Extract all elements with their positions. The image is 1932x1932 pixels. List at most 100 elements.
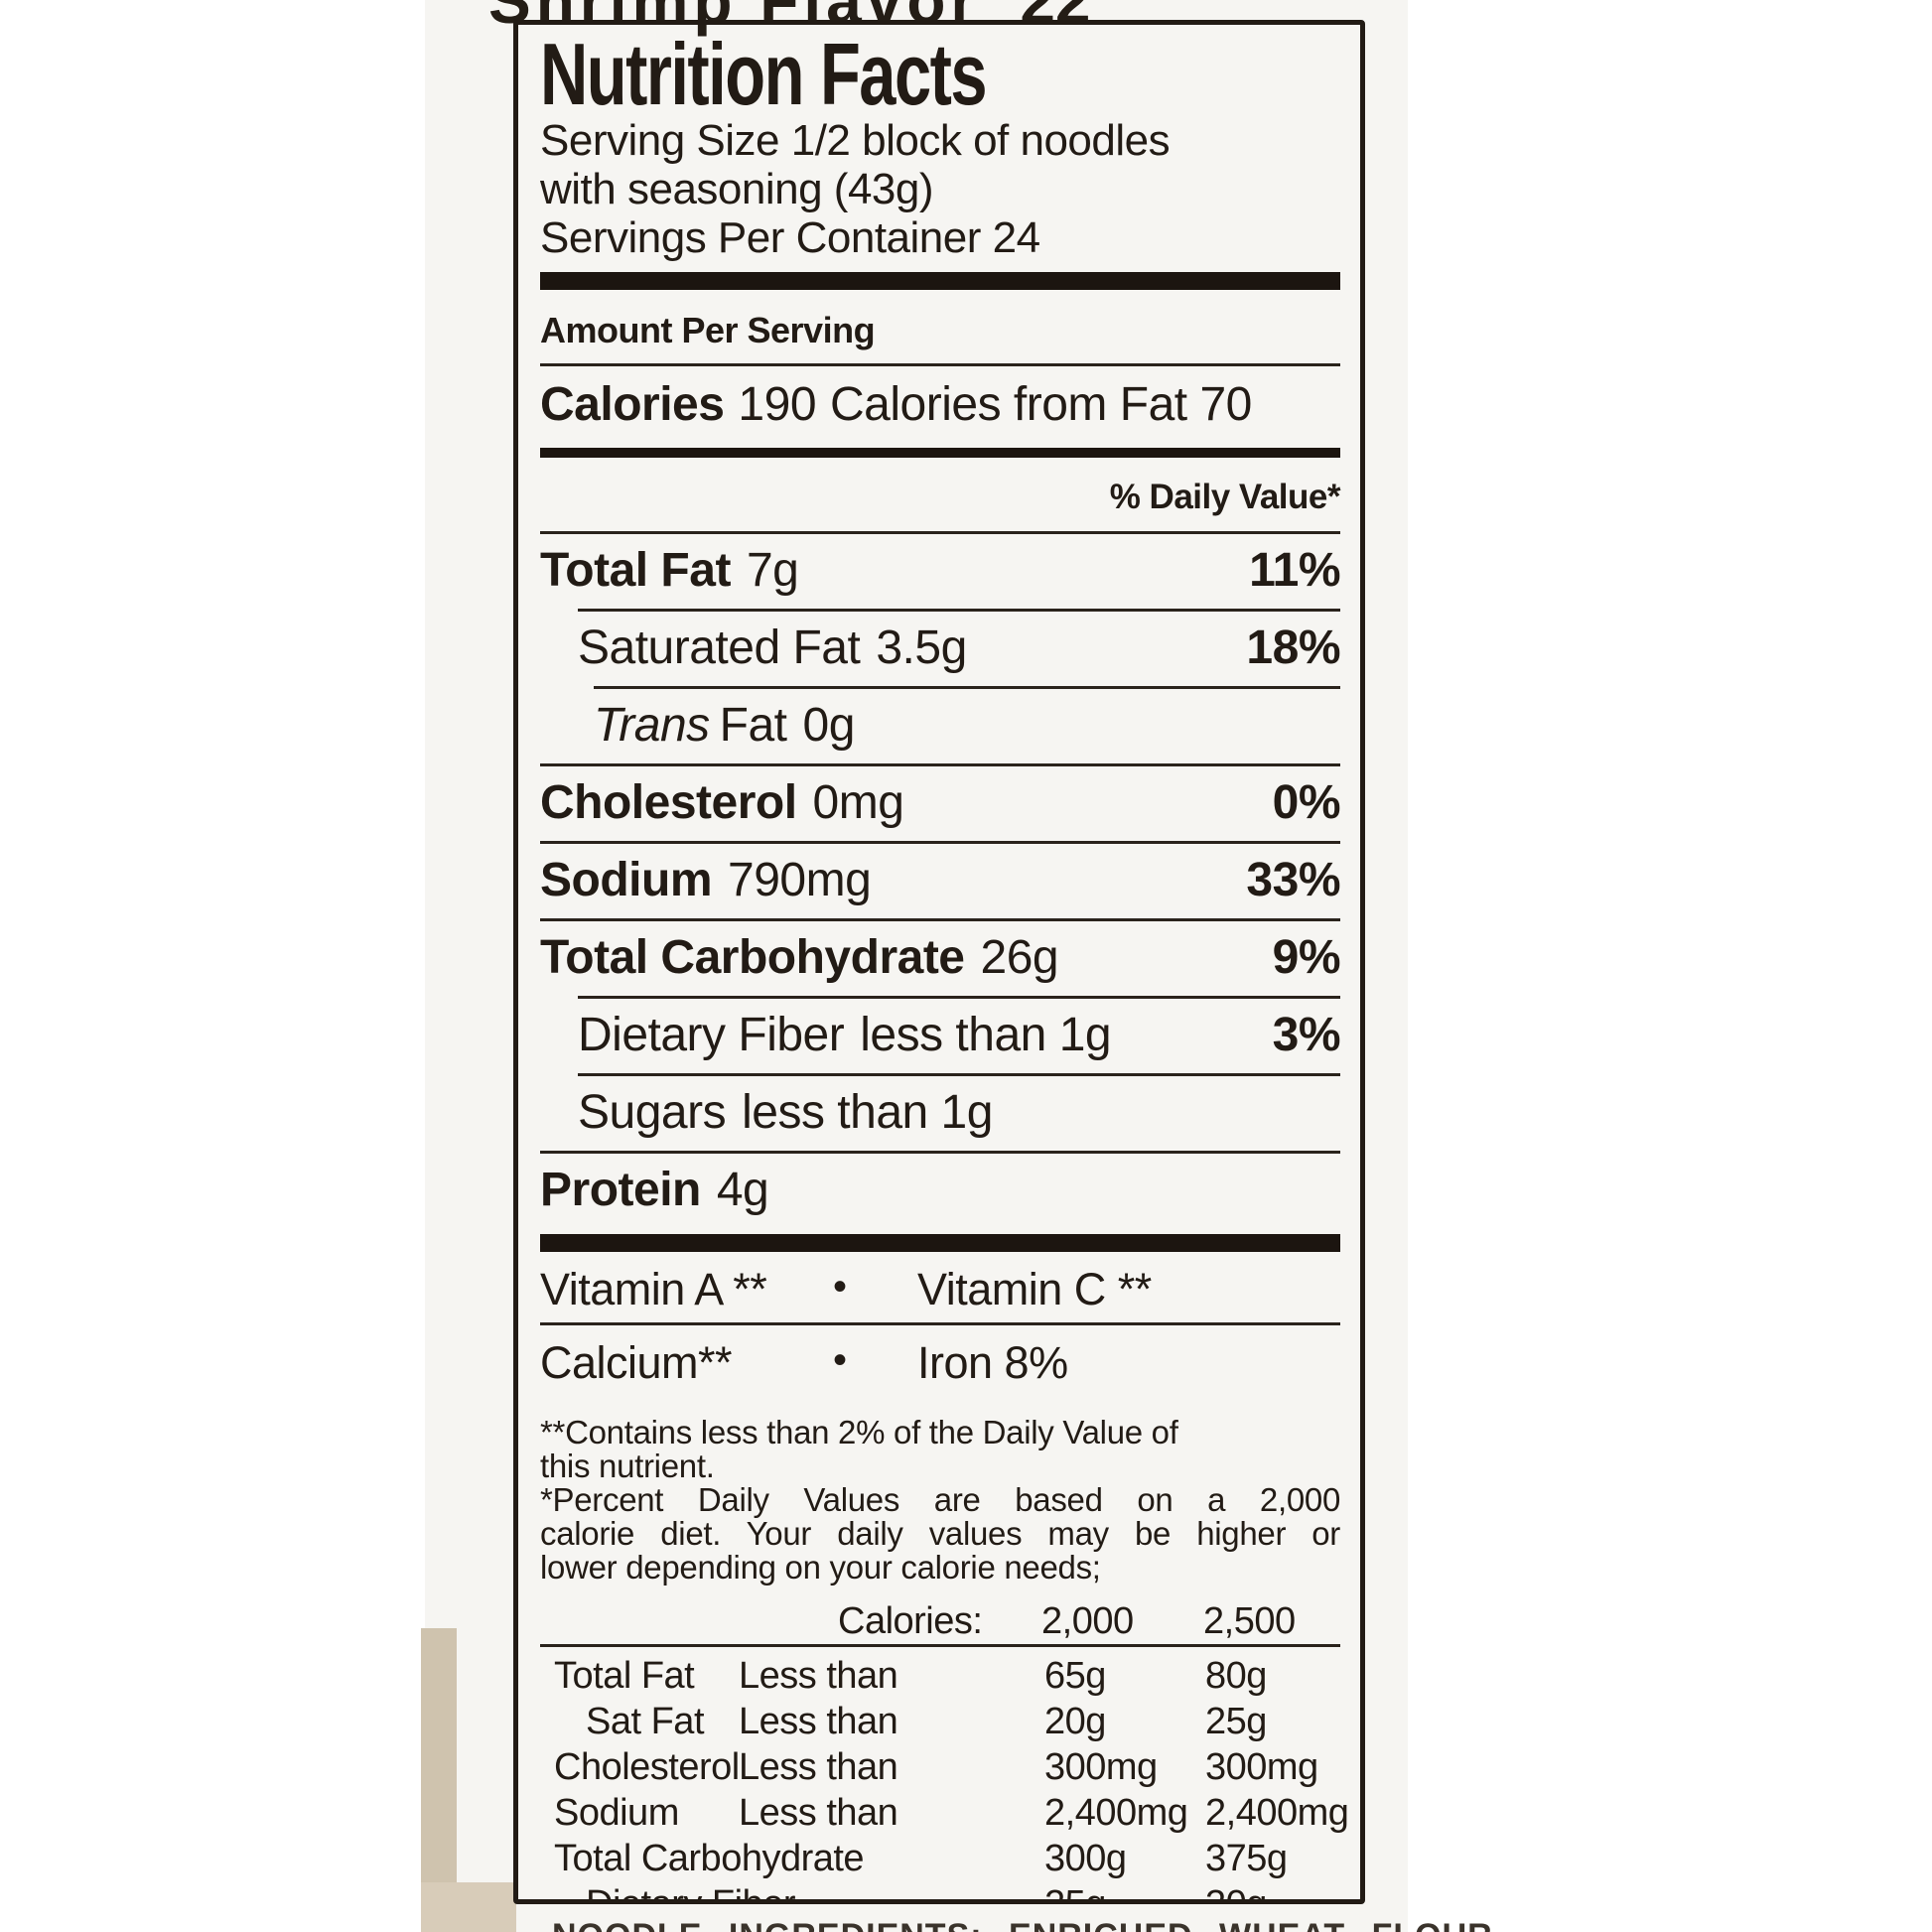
thick-separator-bar — [540, 1234, 1340, 1252]
nutrient-name: Fat — [719, 699, 787, 752]
vitamin-row-1: Vitamin A ** • Vitamin C ** — [540, 1252, 1340, 1322]
nutrient-row-dietary-fiber: Dietary Fiber less than 1g 3% — [540, 999, 1341, 1073]
dv-row-2000-value: 20g — [1044, 1701, 1106, 1742]
ingredients-text-cutoff: NOODLE INGREDIENTS: ENRICHED WHEAT FLOUR — [552, 1917, 1493, 1932]
hairline — [578, 609, 1340, 612]
nutrient-name: Total Carbohydrate — [540, 931, 965, 984]
nutrition-facts-panel: Nutrition Facts Serving Size 1/2 block o… — [513, 20, 1365, 1904]
nutrient-amount: 26g — [980, 931, 1059, 984]
dv-row-2000-value: 300mg — [1044, 1746, 1158, 1788]
nutrient-name: Dietary Fiber — [578, 1009, 845, 1061]
hairline — [578, 1073, 1340, 1076]
panel-title-text: Nutrition Facts — [540, 25, 988, 123]
hairline — [594, 686, 1340, 689]
vitamin-row-2: Calcium** • Iron 8% — [540, 1325, 1340, 1396]
dv-row-2000-value: 2,400mg — [1044, 1792, 1188, 1834]
nutrient-amount: less than 1g — [860, 1009, 1112, 1061]
nutrient-name: Cholesterol — [540, 776, 797, 829]
nutrient-dv: 9% — [1272, 931, 1341, 984]
iron-value: Iron 8% — [917, 1337, 1068, 1388]
nutrient-dv: 3% — [1272, 1009, 1341, 1061]
nutrient-dv: 33% — [1246, 854, 1340, 906]
dv-row-qualifier: Less than — [739, 1746, 898, 1788]
footnote-block: **Contains less than 2% of the Daily Val… — [540, 1416, 1340, 1585]
vitamin-a-value: Vitamin A ** — [540, 1264, 767, 1314]
footnote-line: *Percent Daily Values are based on a 2,0… — [540, 1481, 1340, 1518]
dv-row-2500-value: 300mg — [1205, 1746, 1318, 1788]
dv-row-2000-value: 25g — [1044, 1883, 1106, 1904]
hairline — [540, 1151, 1340, 1154]
dv-table-header: Calories: 2,000 2,500 — [540, 1600, 1340, 1644]
calories-label: Calories — [540, 378, 725, 431]
nutrient-name: Total Fat — [540, 544, 731, 597]
nutrient-row-saturated-fat: Saturated Fat 3.5g 18% — [540, 612, 1340, 686]
dv-table-row-total-carbohydrate: Total Carbohydrate 300g 375g — [540, 1836, 1340, 1881]
nutrient-row-sodium: Sodium 790mg 33% — [540, 844, 1340, 918]
nutrient-dv: 0% — [1272, 776, 1341, 829]
nutrient-name: Saturated Fat — [578, 621, 861, 674]
dv-row-2500-value: 30g — [1205, 1883, 1267, 1904]
flavor-text-fragment: 22 — [1020, 0, 1091, 37]
amount-per-serving-label: Amount Per Serving — [540, 310, 876, 350]
dv-row-2500-value: 375g — [1205, 1838, 1288, 1879]
nutrient-row-cholesterol: Cholesterol 0mg 0% — [540, 766, 1341, 841]
daily-value-header: % Daily Value* — [1109, 478, 1341, 516]
daily-values-table: Calories: 2,000 2,500 Total Fat Less tha… — [540, 1600, 1349, 1904]
nutrient-amount: 0g — [802, 699, 856, 752]
medium-separator-bar — [540, 448, 1340, 458]
nutrient-dv: 18% — [1246, 621, 1340, 674]
backdrop-strip — [421, 1628, 457, 1932]
bullet-separator: • — [833, 1265, 847, 1309]
serving-size-line2: with seasoning (43g) — [540, 165, 934, 213]
dv-row-qualifier: Less than — [739, 1792, 898, 1834]
nutrient-amount: 7g — [746, 544, 799, 597]
nutrient-amount: 790mg — [728, 854, 872, 906]
hairline — [540, 1322, 1340, 1325]
nutrient-row-total-fat: Total Fat 7g 11% — [540, 534, 1340, 609]
nutrient-dv: 11% — [1249, 544, 1340, 597]
footnote-line: this nutrient. — [540, 1448, 715, 1484]
dv-row-qualifier: Less than — [739, 1701, 898, 1742]
dv-row-2500-value: 80g — [1205, 1655, 1267, 1697]
serving-size-line1: Serving Size 1/2 block of noodles — [540, 116, 1171, 165]
bullet-separator: • — [833, 1338, 847, 1382]
package-background — [425, 0, 1408, 1932]
nutrient-row-protein: Protein 4g — [540, 1154, 1340, 1228]
dv-row-name: Dietary Fiber — [586, 1883, 796, 1904]
hairline — [578, 996, 1340, 999]
dv-row-2500-value: 25g — [1205, 1701, 1267, 1742]
package-flavor-text-cutoff: Shrimp Flavor 22 — [488, 0, 1091, 38]
dv-row-2500-value: 2,400mg — [1205, 1792, 1349, 1834]
hairline — [540, 763, 1340, 766]
dv-table-row-sat-fat: Sat Fat Less than 20g 25g — [540, 1699, 1340, 1744]
thick-separator-bar — [540, 272, 1340, 290]
dv-table-row-sodium: Sodium Less than 2,400mg 2,400mg — [540, 1790, 1349, 1836]
nutrient-name: Sugars — [578, 1086, 727, 1139]
nutrient-amount: 3.5g — [876, 621, 967, 674]
nutrient-row-sugars: Sugars less than 1g — [540, 1076, 1340, 1151]
dv-row-name: Cholesterol — [554, 1746, 740, 1788]
footnote-line: calorie diet. Your daily values may be h… — [540, 1515, 1340, 1552]
dv-row-2000-value: 300g — [1044, 1838, 1127, 1879]
nutrient-amount: 4g — [716, 1164, 769, 1216]
nutrient-name: Sodium — [540, 854, 713, 906]
calcium-value: Calcium** — [540, 1337, 733, 1388]
calories-value: 190 — [738, 378, 817, 431]
footnote-line: **Contains less than 2% of the Daily Val… — [540, 1414, 1178, 1450]
dv-row-2000-value: 65g — [1044, 1655, 1106, 1697]
nutrient-name: Protein — [540, 1164, 701, 1216]
dv-row-qualifier: Less than — [739, 1655, 898, 1697]
nutrient-amount: 0mg — [812, 776, 904, 829]
dv-row-name: Total Fat — [554, 1655, 695, 1697]
calories-row: Calories 190 Calories from Fat 70 — [540, 366, 1340, 448]
hairline — [540, 531, 1340, 534]
nutrient-row-trans-fat: Trans Fat 0g — [540, 689, 1340, 763]
hairline — [540, 363, 1340, 366]
vitamin-c-value: Vitamin C ** — [917, 1264, 1152, 1314]
dv-table-calories-label: Calories: — [838, 1600, 983, 1642]
footnote-line: lower depending on your calorie needs; — [540, 1549, 1101, 1586]
dv-table-col-2500: 2,500 — [1203, 1600, 1296, 1642]
flavor-text: Shrimp Flavor — [488, 0, 981, 37]
hairline — [540, 918, 1340, 921]
